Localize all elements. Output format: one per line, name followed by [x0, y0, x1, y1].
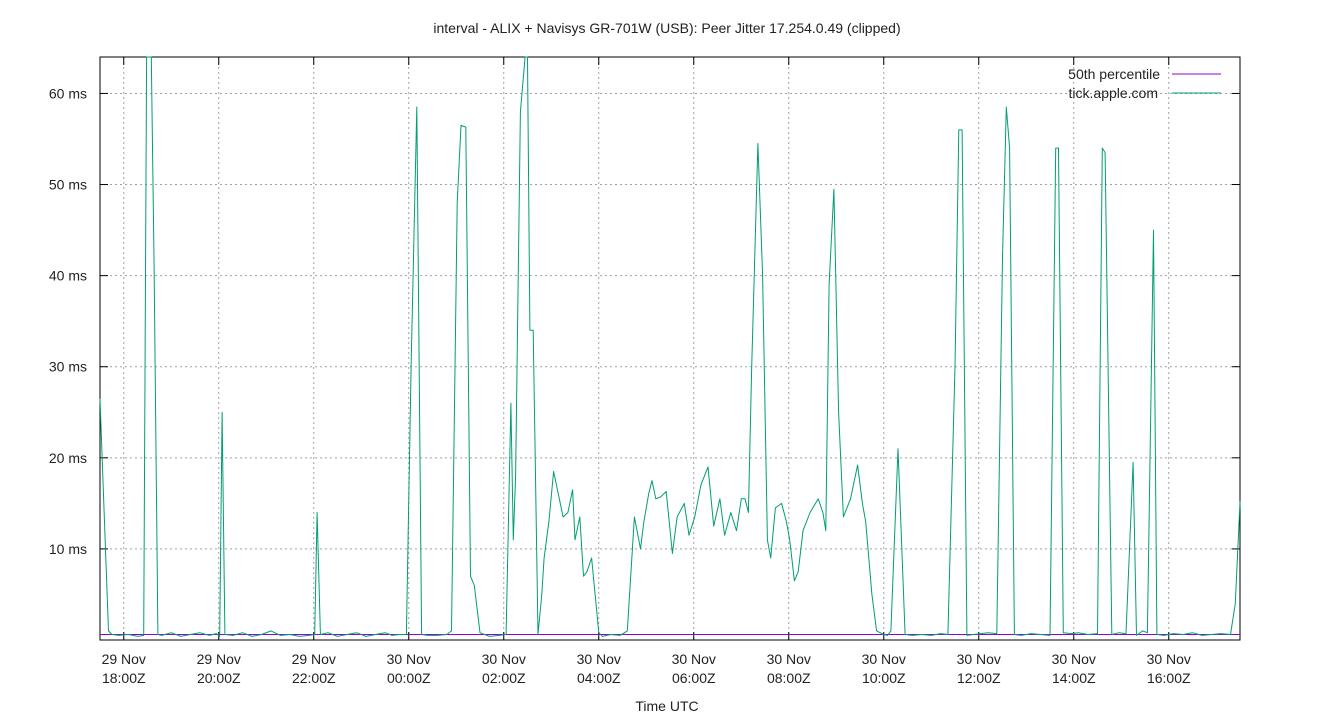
legend: 50th percentile tick.apple.com: [1068, 66, 1221, 101]
y-tick-label: 30 ms: [49, 359, 87, 375]
x-tick-label-time: 06:00Z: [672, 670, 716, 686]
x-tick-label-date: 29 Nov: [292, 651, 336, 667]
series-line-tick-apple-com: [99, 56, 1241, 637]
x-tick-label-time: 02:00Z: [482, 670, 526, 686]
x-tick-label-time: 08:00Z: [767, 670, 811, 686]
axis-ticks: 10 ms 20 ms 30 ms 40 ms 50 ms 60 ms 29 Nov 18:0…: [49, 57, 1240, 686]
x-tick-label-date: 29 Nov: [197, 651, 241, 667]
y-tick-label: 50 ms: [49, 177, 87, 193]
x-tick-label-date: 30 Nov: [1052, 651, 1096, 667]
series-lines: [99, 56, 1241, 637]
x-tick-label-date: 30 Nov: [672, 651, 716, 667]
y-tick-label: 20 ms: [49, 450, 87, 466]
plot-frame: [99, 56, 1241, 641]
x-tick-label-date: 30 Nov: [957, 651, 1001, 667]
x-tick-label-date: 30 Nov: [862, 651, 906, 667]
x-tick-label-date: 30 Nov: [1147, 651, 1191, 667]
x-axis-label: Time UTC: [635, 698, 698, 714]
x-tick-label-time: 20:00Z: [197, 670, 241, 686]
grid-lines: [100, 57, 1240, 640]
x-tick-label-time: 22:00Z: [292, 670, 336, 686]
x-tick-label-date: 30 Nov: [387, 651, 431, 667]
x-tick-label-date: 30 Nov: [767, 651, 811, 667]
x-tick-label-time: 14:00Z: [1052, 670, 1096, 686]
x-tick-label-date: 29 Nov: [102, 651, 146, 667]
legend-label-1: tick.apple.com: [1069, 85, 1158, 101]
legend-label-0: 50th percentile: [1068, 66, 1160, 82]
x-tick-label-time: 16:00Z: [1147, 670, 1191, 686]
y-tick-label: 60 ms: [49, 85, 87, 101]
chart-title: interval - ALIX + Navisys GR-701W (USB):…: [433, 20, 900, 36]
x-tick-label-time: 12:00Z: [957, 670, 1001, 686]
x-tick-label-time: 04:00Z: [577, 670, 621, 686]
x-tick-label-date: 30 Nov: [482, 651, 526, 667]
x-tick-label-time: 00:00Z: [387, 670, 431, 686]
x-tick-label-date: 30 Nov: [577, 651, 621, 667]
x-tick-label-time: 10:00Z: [862, 670, 906, 686]
y-tick-label: 10 ms: [49, 541, 87, 557]
y-tick-label: 40 ms: [49, 268, 87, 284]
x-tick-label-time: 18:00Z: [102, 670, 146, 686]
